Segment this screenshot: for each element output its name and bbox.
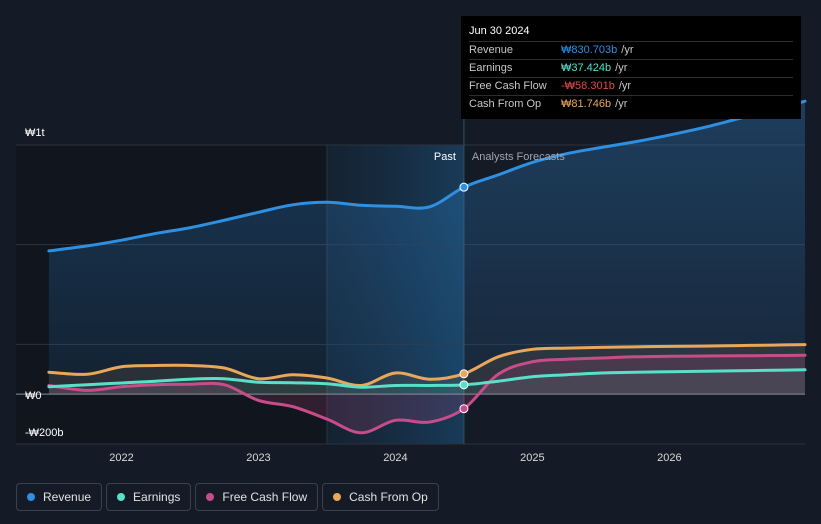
forecast-label: Analysts Forecasts bbox=[472, 151, 565, 163]
x-tick-label: 2022 bbox=[109, 452, 133, 464]
tooltip-label: Earnings bbox=[469, 62, 513, 74]
legend-item-free-cash-flow[interactable]: Free Cash Flow bbox=[195, 483, 319, 511]
series-area-free-cash-flow bbox=[48, 355, 805, 433]
legend-dot-icon bbox=[206, 493, 215, 501]
tooltip-label: Free Cash Flow bbox=[469, 80, 547, 92]
legend-item-revenue[interactable]: Revenue bbox=[16, 483, 103, 511]
series-line-cash-from-op bbox=[47, 343, 807, 387]
legend-item-earnings[interactable]: Earnings bbox=[106, 483, 192, 511]
legend-label: Earnings bbox=[133, 490, 181, 504]
tooltip-row-earnings: Earnings ₩37.424b /yr bbox=[469, 59, 793, 77]
x-tick-label: 2026 bbox=[657, 452, 681, 464]
x-tick-label: 2025 bbox=[520, 452, 544, 464]
y-tick-label: ₩1t bbox=[25, 127, 45, 139]
tooltip-date: Jun 30 2024 bbox=[469, 25, 530, 37]
x-tick-label: 2024 bbox=[383, 452, 407, 464]
tooltip-unit: /yr bbox=[615, 62, 628, 74]
series-line-free-cash-flow bbox=[47, 353, 807, 435]
data-point-marker bbox=[459, 182, 469, 192]
tooltip-unit: /yr bbox=[615, 98, 628, 110]
tooltip-value: ₩830.703b bbox=[561, 44, 618, 56]
tooltip-label: Revenue bbox=[469, 44, 514, 56]
tooltip-row-free-cash-flow: Free Cash Flow -₩58.301b /yr bbox=[469, 77, 793, 95]
past-label: Past bbox=[434, 151, 456, 163]
legend-label: Cash From Op bbox=[349, 490, 428, 504]
legend-label: Revenue bbox=[43, 490, 92, 504]
data-point-marker bbox=[459, 404, 469, 414]
data-point-marker bbox=[459, 380, 469, 390]
tooltip-unit: /yr bbox=[621, 44, 634, 56]
x-tick-label: 2023 bbox=[246, 452, 270, 464]
tooltip-value: ₩37.424b bbox=[561, 62, 612, 74]
legend-label: Free Cash Flow bbox=[222, 490, 308, 504]
series-line-earnings bbox=[47, 368, 807, 389]
y-tick-label: -₩200b bbox=[25, 427, 64, 439]
legend-dot-icon bbox=[27, 493, 35, 501]
legend-dot-icon bbox=[117, 493, 126, 501]
series-line-revenue bbox=[47, 99, 807, 253]
legend-dot-icon bbox=[333, 493, 342, 501]
data-point-marker bbox=[459, 369, 469, 379]
legend-item-cash-from-op[interactable]: Cash From Op bbox=[322, 483, 439, 511]
series-area-revenue bbox=[48, 101, 805, 395]
y-tick-label: ₩0 bbox=[25, 390, 42, 402]
tooltip-value: ₩81.746b bbox=[561, 98, 612, 110]
series-area-earnings bbox=[48, 369, 805, 395]
tooltip-value: -₩58.301b bbox=[561, 80, 615, 92]
chart-tooltip: Jun 30 2024 Revenue ₩830.703b /yr Earnin… bbox=[461, 16, 801, 119]
tooltip-row-revenue: Revenue ₩830.703b /yr bbox=[469, 41, 793, 59]
chart-legend: Revenue Earnings Free Cash Flow Cash Fro… bbox=[16, 483, 439, 511]
tooltip-label: Cash From Op bbox=[469, 98, 542, 110]
tooltip-unit: /yr bbox=[618, 80, 632, 92]
tooltip-row-cash-from-op: Cash From Op ₩81.746b /yr bbox=[469, 95, 793, 113]
